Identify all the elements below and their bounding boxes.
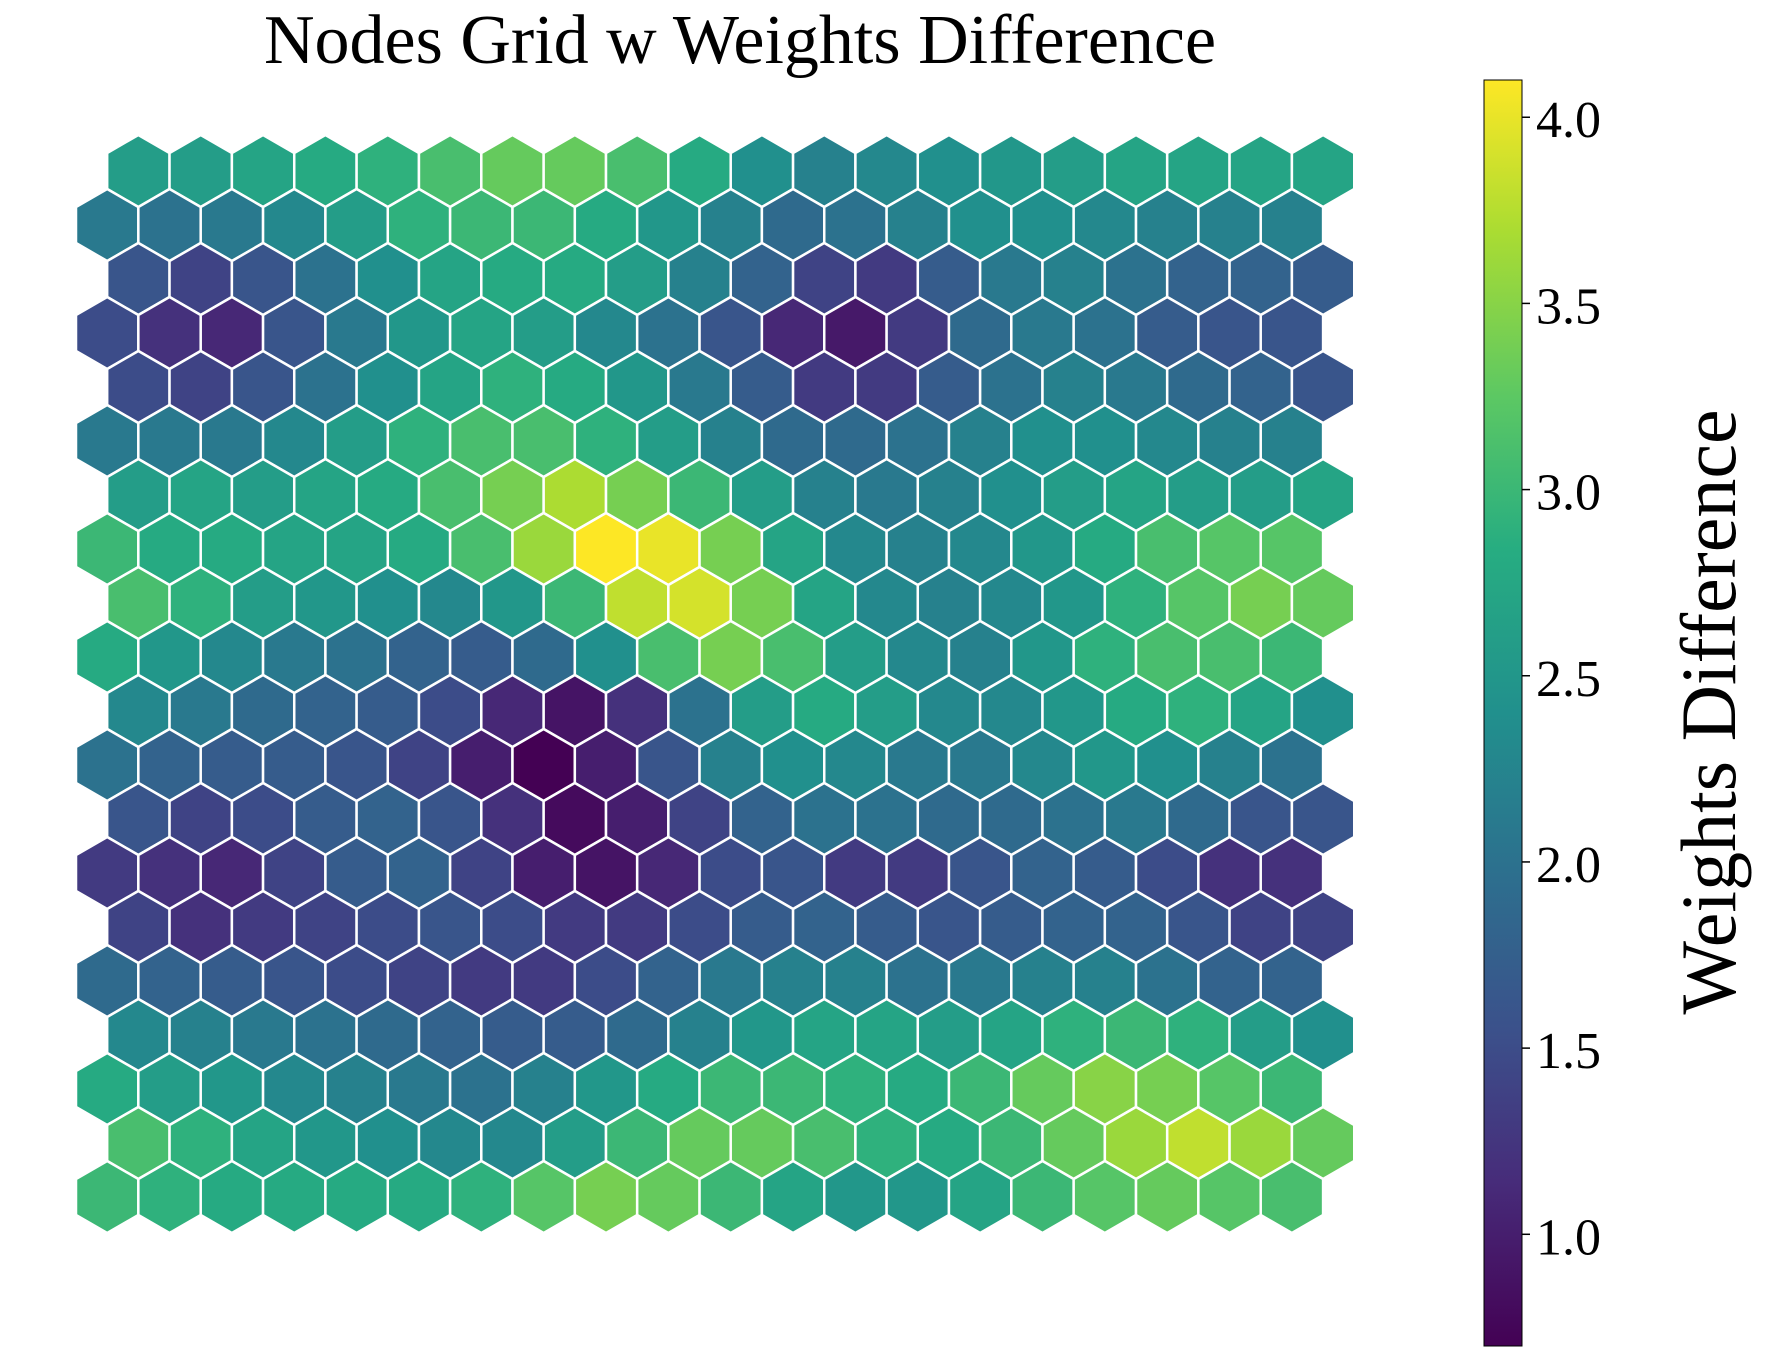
hex-grid bbox=[74, 133, 1356, 1235]
colorbar-ticks: 1.0 1.5 2.0 2.5 3.0 3.5 4.0 bbox=[1522, 92, 1601, 1266]
chart-title: Nodes Grid w Weights Difference bbox=[264, 2, 1216, 79]
colorbar-tick-label: 2.0 bbox=[1536, 837, 1601, 894]
colorbar-gradient bbox=[1483, 79, 1523, 1347]
colorbar-tick-label: 3.0 bbox=[1536, 465, 1601, 522]
colorbar-tick-label: 2.5 bbox=[1536, 651, 1601, 708]
colorbar: 1.0 1.5 2.0 2.5 3.0 3.5 4.0 bbox=[1483, 79, 1601, 1347]
colorbar-tick-label: 3.5 bbox=[1536, 278, 1601, 335]
colorbar-label: Weights Difference bbox=[1665, 409, 1752, 1014]
colorbar-tick-label: 1.5 bbox=[1536, 1023, 1601, 1080]
colorbar-tick-label: 1.0 bbox=[1536, 1209, 1601, 1266]
colorbar-tick-label: 4.0 bbox=[1536, 92, 1601, 149]
hex-cell bbox=[1259, 1159, 1325, 1235]
